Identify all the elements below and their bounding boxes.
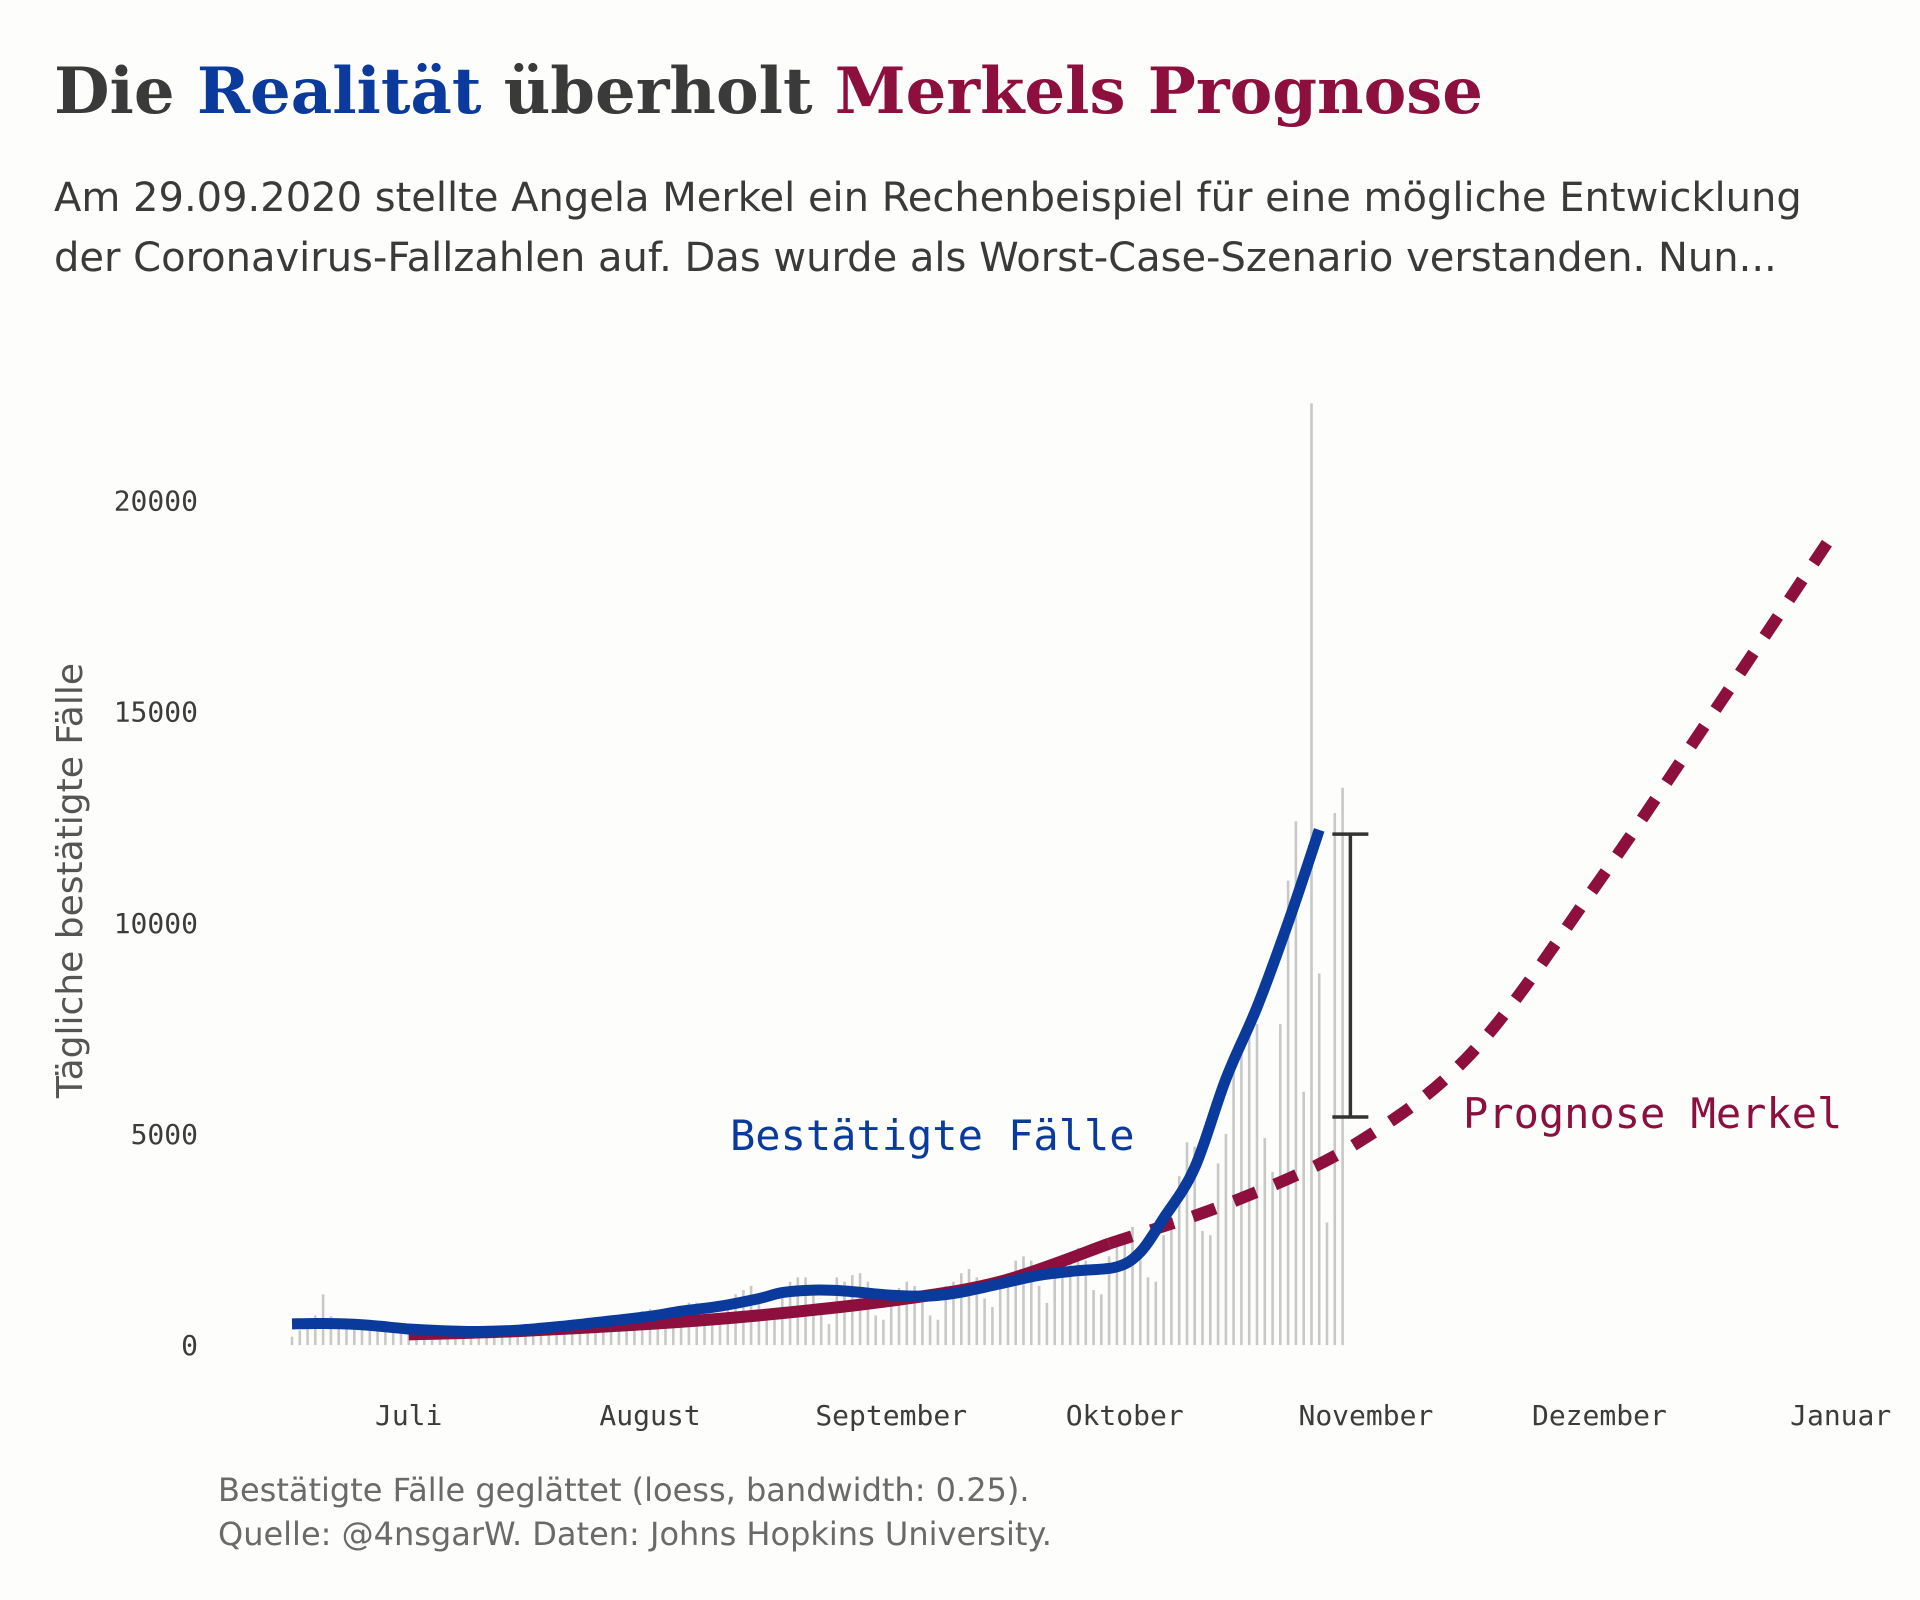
y-tick-label: 10000 xyxy=(114,907,198,940)
subtitle-line-1: Am 29.09.2020 stellte Angela Merkel ein … xyxy=(54,175,1802,221)
subtitle-line-2: der Coronavirus-Fallzahlen auf. Das wurd… xyxy=(54,235,1777,281)
title-part-4: Merkels Prognose xyxy=(834,54,1483,129)
title-part-3: überholt xyxy=(481,54,835,129)
gap-error-bar xyxy=(1332,832,1369,1119)
y-axis: 0 5000 10000 15000 20000 xyxy=(114,485,198,1362)
chart-title: Die Realität überholt Merkels Prognose xyxy=(54,52,1483,132)
chart-caption: Bestätigte Fälle geglättet (loess, bandw… xyxy=(218,1468,1052,1556)
x-tick-label: August xyxy=(599,1399,700,1432)
daily-case-bars xyxy=(290,403,1344,1345)
y-tick-label: 20000 xyxy=(114,485,198,518)
caption-line-2: Quelle: @4nsgarW. Daten: Johns Hopkins U… xyxy=(218,1515,1052,1553)
title-part-2: Realität xyxy=(196,54,482,129)
x-tick-label: Juli xyxy=(375,1399,442,1432)
x-tick-label: Oktober xyxy=(1066,1399,1184,1432)
label-confirmed-cases: Bestätigte Fälle xyxy=(730,1111,1135,1160)
x-tick-label: September xyxy=(815,1399,967,1432)
title-part-1: Die xyxy=(54,54,197,129)
forecast-line-solid xyxy=(408,1238,1112,1341)
y-tick-label: 5000 xyxy=(131,1118,198,1151)
caption-line-1: Bestätigte Fälle geglättet (loess, bandw… xyxy=(218,1471,1030,1509)
x-tick-label: November xyxy=(1298,1399,1433,1432)
y-tick-label: 0 xyxy=(181,1329,198,1362)
y-axis-title: Tägliche bestätigte Fälle xyxy=(50,663,91,1099)
confirmed-cases-line xyxy=(291,828,1325,1338)
chart-subtitle: Am 29.09.2020 stellte Angela Merkel ein … xyxy=(54,168,1854,288)
x-tick-label: Januar xyxy=(1790,1399,1891,1432)
x-axis: Juli August September Oktober November Dezemb… xyxy=(375,1399,1891,1432)
label-forecast-merkel: Prognose Merkel xyxy=(1463,1089,1842,1138)
forecast-line-dashed xyxy=(1107,530,1838,1250)
x-tick-label: Dezember xyxy=(1532,1399,1667,1432)
y-tick-label: 15000 xyxy=(114,696,198,729)
